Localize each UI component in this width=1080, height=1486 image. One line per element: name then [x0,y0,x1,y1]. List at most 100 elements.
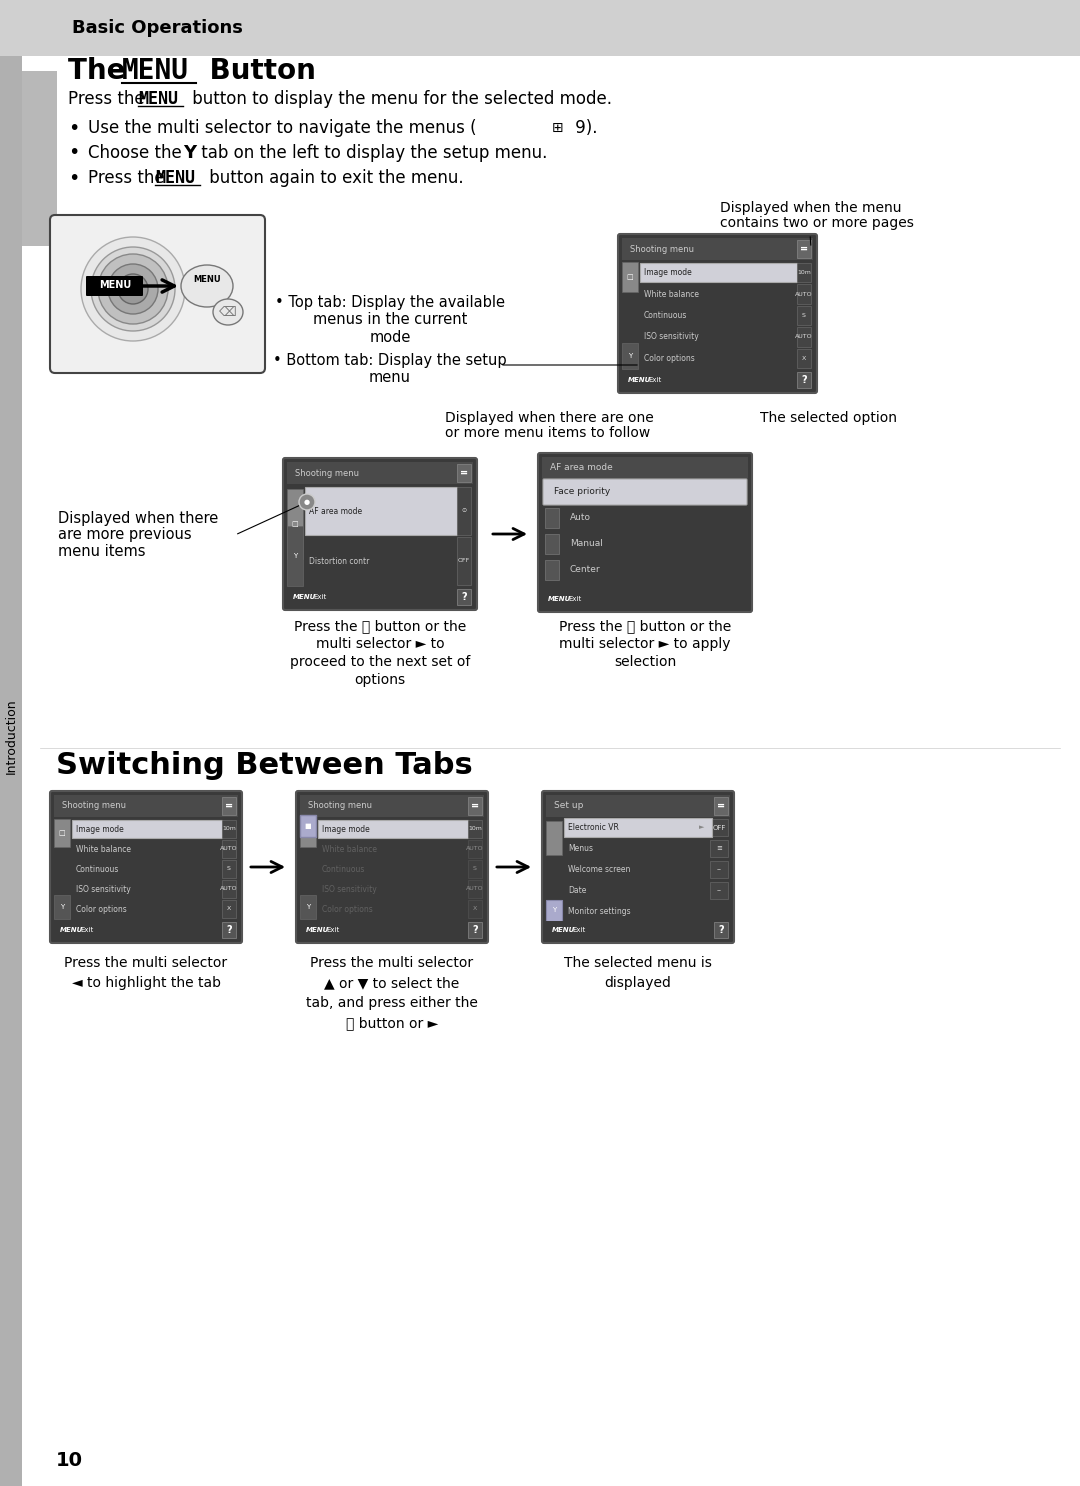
Text: button to display the menu for the selected mode.: button to display the menu for the selec… [187,91,612,108]
Text: ≡: ≡ [716,846,721,851]
Bar [797,263,811,282]
Bar [468,880,482,898]
Text: --: -- [716,866,721,872]
Bar [300,795,484,817]
Bar [222,796,237,814]
Bar [797,349,811,369]
Text: S: S [473,866,477,871]
Text: Y: Y [627,354,632,360]
Bar [222,840,237,857]
Text: Face priority: Face priority [554,487,610,496]
Text: tab on the left to display the setup menu.: tab on the left to display the setup men… [195,144,548,162]
Text: Color options: Color options [644,354,694,363]
FancyBboxPatch shape [86,276,143,296]
Text: • Bottom tab: Display the setup: • Bottom tab: Display the setup [273,352,507,367]
Bar [546,795,730,817]
Text: button again to exit the menu.: button again to exit the menu. [204,169,463,187]
Bar [468,840,482,857]
Bar [287,462,473,484]
Text: Displayed when there: Displayed when there [58,511,218,526]
Bar [545,533,559,554]
Bar [696,819,706,837]
Text: Continuous: Continuous [322,865,365,874]
Text: MENU: MENU [99,279,131,290]
Bar [72,820,222,838]
Text: •: • [68,168,79,187]
Text: Y: Y [306,903,310,909]
Bar [546,822,562,854]
Text: Exit: Exit [313,594,326,600]
Bar [797,306,811,325]
Bar [457,588,471,605]
Text: Switching Between Tabs: Switching Between Tabs [56,752,473,780]
Text: ◄ to highlight the tab: ◄ to highlight the tab [71,976,220,990]
Bar [710,840,728,857]
Text: Exit: Exit [326,927,339,933]
Text: Set up: Set up [554,801,583,810]
Text: or more menu items to follow: or more menu items to follow [445,426,650,440]
Circle shape [81,236,185,340]
Text: ISO sensitivity: ISO sensitivity [644,333,699,342]
FancyBboxPatch shape [50,791,242,944]
Bar [457,464,471,481]
Text: menu: menu [369,370,411,385]
FancyBboxPatch shape [296,791,488,944]
Text: AUTO: AUTO [220,847,238,851]
Text: Continuous: Continuous [76,865,120,874]
Text: Basic Operations: Basic Operations [72,19,243,37]
Text: Distortion contr: Distortion contr [309,556,369,566]
Text: X: X [227,906,231,911]
Bar [640,263,797,282]
Text: Shooting menu: Shooting menu [62,801,126,810]
Text: Color options: Color options [76,905,126,914]
Text: ⌫: ⌫ [219,306,237,318]
Text: MENU: MENU [193,275,220,284]
Text: ■: ■ [305,823,311,829]
Text: Welcome screen: Welcome screen [568,865,631,874]
Text: Image mode: Image mode [644,267,692,278]
Bar [0,0,1080,56]
Text: options: options [354,673,406,687]
Text: Press the multi selector: Press the multi selector [65,955,228,970]
Text: MENU: MENU [306,927,329,933]
Text: Y: Y [59,903,64,909]
Text: MENU: MENU [548,596,571,602]
Text: AUTO: AUTO [467,847,484,851]
Text: •: • [68,119,79,138]
Bar [300,814,316,837]
Text: Press the Ⓢ button or the: Press the Ⓢ button or the [558,620,731,633]
Text: Press the multi selector: Press the multi selector [310,955,473,970]
Text: MENU: MENU [293,594,316,600]
Bar [54,795,238,817]
Text: Introduction: Introduction [4,698,17,774]
Text: ISO sensitivity: ISO sensitivity [76,884,131,893]
Text: Y: Y [183,144,197,162]
Bar [0,56,22,1486]
Text: multi selector ► to: multi selector ► to [315,637,444,651]
Text: ●: ● [303,499,310,505]
Text: displayed: displayed [605,976,672,990]
Bar [564,817,712,837]
Text: ?: ? [801,374,807,385]
Text: White balance: White balance [322,844,377,853]
Bar [300,921,484,939]
Text: ?: ? [226,924,232,935]
Text: AUTO: AUTO [795,334,813,339]
Text: menus in the current: menus in the current [313,312,468,327]
Text: ►: ► [700,825,704,831]
Text: Center: Center [570,566,600,575]
Bar [546,921,730,939]
Text: multi selector ► to apply: multi selector ► to apply [559,637,731,651]
Text: Continuous: Continuous [644,311,687,319]
Text: Shooting menu: Shooting menu [295,468,359,477]
Text: AF area mode: AF area mode [550,464,612,473]
Text: ?: ? [472,924,477,935]
Text: 10m: 10m [222,826,235,832]
Text: X: X [801,355,806,361]
Text: ▲ or ▼ to select the: ▲ or ▼ to select the [324,976,460,990]
Text: selection: selection [613,655,676,669]
Bar [542,458,748,478]
Bar [545,560,559,580]
Bar [287,526,303,585]
Text: ?: ? [718,924,724,935]
